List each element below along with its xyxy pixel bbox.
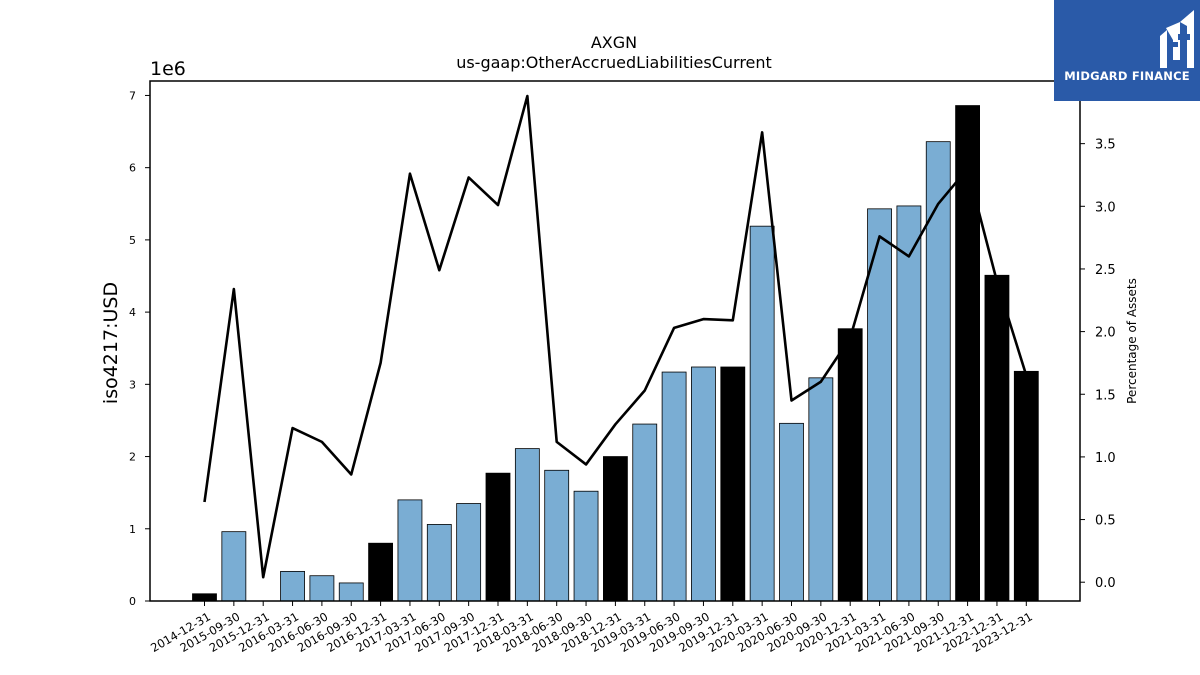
- y-axis-label: iso4217:USD: [100, 282, 122, 404]
- y-tick-label: 4: [129, 306, 136, 319]
- y-tick-label: 5: [129, 234, 136, 247]
- y-tick-label: 2: [129, 451, 136, 464]
- y2-tick-label: 1.0: [1095, 451, 1116, 466]
- bar-2018-06-30: [544, 469, 570, 602]
- bar-2019-12-31: [720, 366, 746, 602]
- percentage-line: [203, 94, 1028, 579]
- y2-tick-label: 2.5: [1095, 263, 1116, 278]
- bar-2018-12-31: [603, 456, 628, 602]
- logo-text: MIDGARD FINANCE: [1064, 69, 1190, 83]
- bar-2016-03-31: [280, 570, 305, 602]
- bar-2019-06-30: [661, 371, 687, 602]
- bar-2020-06-30: [779, 422, 804, 602]
- bar-2017-03-31: [397, 499, 423, 602]
- bar-2021-12-31: [955, 105, 980, 602]
- y2-tick-label: 2.0: [1095, 326, 1116, 341]
- y2-axis-label: Percentage of Assets: [1125, 278, 1139, 404]
- bar-2017-09-30: [456, 503, 482, 602]
- bar-2019-09-30: [691, 366, 716, 602]
- y-tick-label: 0: [129, 595, 136, 608]
- bar-2021-06-30: [896, 205, 922, 602]
- bar-2016-12-31: [368, 542, 394, 602]
- chart-subtitle: us-gaap:OtherAccruedLiabilitiesCurrent: [456, 53, 772, 72]
- y-offset-text: 1e6: [150, 58, 186, 80]
- y2-tick-label: 1.5: [1095, 388, 1116, 403]
- logo-mark-icon: [1160, 10, 1194, 68]
- bar-2022-12-31: [984, 274, 1010, 602]
- bar-2018-03-31: [514, 448, 540, 602]
- bar-2016-09-30: [338, 582, 364, 602]
- y2-tick-label: 3.0: [1095, 200, 1116, 215]
- y2-tick-label: 0.0: [1095, 576, 1116, 591]
- bar-2020-12-31: [837, 328, 863, 602]
- bar-2016-06-30: [309, 575, 335, 602]
- bar-2020-03-31: [749, 225, 775, 602]
- y2-tick-label: 3.5: [1095, 138, 1116, 153]
- chart-title: AXGN: [591, 33, 637, 52]
- line-group: [203, 94, 1028, 579]
- bar-2021-03-31: [867, 208, 892, 602]
- y-tick-label: 3: [129, 378, 136, 391]
- bar-2017-12-31: [485, 472, 511, 602]
- bar-2017-06-30: [426, 524, 452, 602]
- logo: MIDGARD FINANCE: [1054, 0, 1200, 101]
- bar-group: [192, 105, 1039, 602]
- y-tick-label: 1: [129, 523, 136, 536]
- y2-tick-label: 0.5: [1095, 514, 1116, 529]
- bar-2019-03-31: [632, 423, 658, 602]
- y-tick-label: 7: [129, 89, 136, 102]
- bar-2014-12-31: [192, 593, 217, 602]
- bar-2018-09-30: [573, 490, 599, 602]
- bar-2021-09-30: [925, 141, 951, 602]
- y-tick-label: 6: [129, 162, 136, 175]
- bar-2023-12-31: [1013, 370, 1039, 602]
- bar-2015-09-30: [221, 531, 247, 602]
- bar-2020-09-30: [808, 377, 834, 602]
